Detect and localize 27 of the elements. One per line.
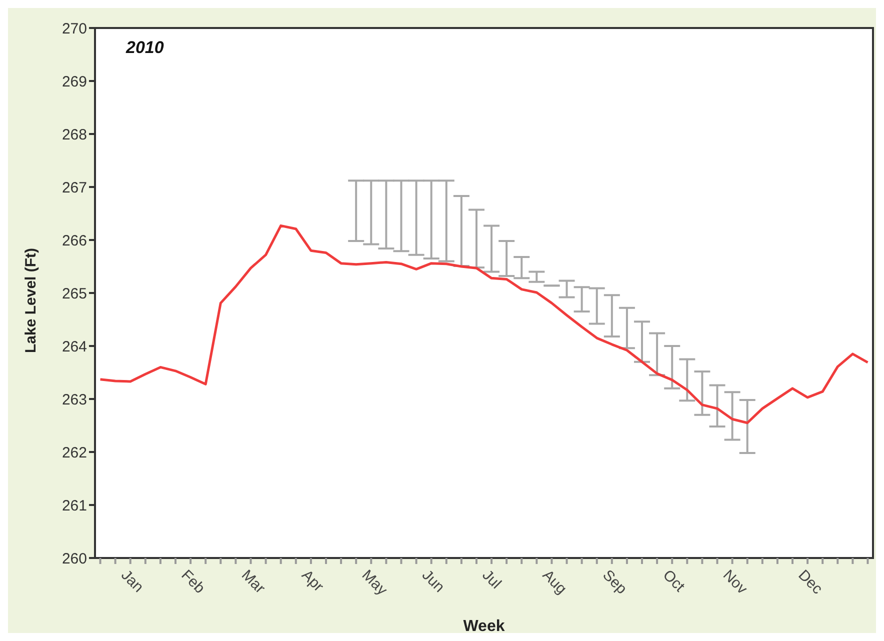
y-tick-label: 263 <box>62 391 87 408</box>
y-axis-title: Lake Level (Ft) <box>22 248 40 353</box>
y-tick-label: 266 <box>62 232 87 250</box>
y-tick-label: 267 <box>62 179 87 196</box>
x-tick-label: Mar <box>238 566 268 597</box>
x-tick-label: Jan <box>118 566 147 596</box>
x-tick-label: Nov <box>720 566 751 598</box>
x-tick-label: Oct <box>659 566 688 596</box>
line-series <box>99 224 869 424</box>
x-tick-label: Apr <box>298 566 327 596</box>
x-tick-label: Jun <box>418 566 448 596</box>
x-tick-label: Aug <box>538 566 570 598</box>
y-tick-label: 270 <box>62 20 87 38</box>
y-tick-label: 265 <box>62 285 87 302</box>
text: 2010 <box>126 38 164 58</box>
y-tick-label: 269 <box>62 73 87 90</box>
x-tick-label: Jul <box>478 566 504 592</box>
y-tick-label: 260 <box>62 550 87 568</box>
y-tick-label: 262 <box>62 444 87 462</box>
x-tick-label: May <box>358 566 391 600</box>
x-tick-label: Dec <box>794 566 826 598</box>
y-tick-label: 264 <box>62 338 87 356</box>
x-tick-label: Sep <box>599 566 630 598</box>
x-tick-label: Feb <box>178 566 208 598</box>
y-tick-label: 261 <box>62 497 87 514</box>
y-tick-label: 268 <box>62 126 87 144</box>
x-axis-title: Week <box>463 618 505 635</box>
